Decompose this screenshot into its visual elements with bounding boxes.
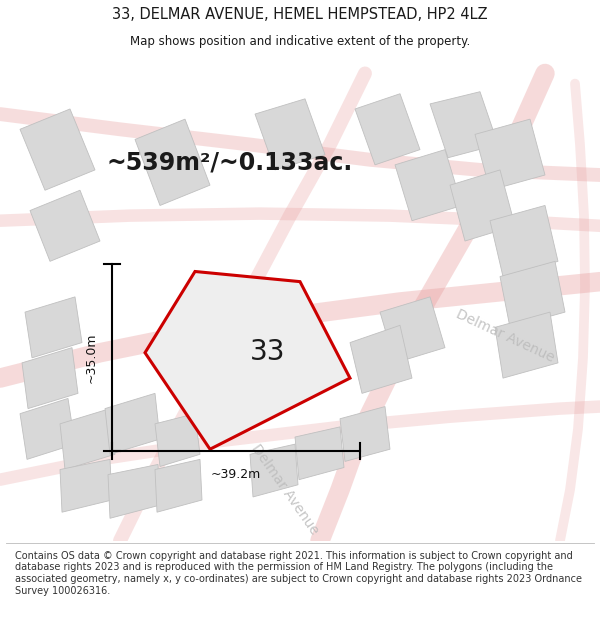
Polygon shape [500, 261, 565, 328]
Polygon shape [250, 444, 298, 497]
Polygon shape [105, 393, 160, 454]
Polygon shape [380, 297, 445, 363]
Text: Delmar Avenue: Delmar Avenue [454, 306, 556, 364]
Polygon shape [30, 190, 100, 261]
Polygon shape [155, 414, 200, 466]
Polygon shape [25, 297, 82, 358]
Polygon shape [430, 92, 498, 158]
Text: 33: 33 [250, 338, 286, 366]
Text: ~35.0m: ~35.0m [85, 332, 98, 383]
Text: ~539m²/~0.133ac.: ~539m²/~0.133ac. [107, 151, 353, 175]
Polygon shape [395, 149, 462, 221]
Text: 33, DELMAR AVENUE, HEMEL HEMPSTEAD, HP2 4LZ: 33, DELMAR AVENUE, HEMEL HEMPSTEAD, HP2 … [112, 8, 488, 22]
Polygon shape [60, 459, 112, 512]
Text: Contains OS data © Crown copyright and database right 2021. This information is : Contains OS data © Crown copyright and d… [15, 551, 582, 596]
Text: Map shows position and indicative extent of the property.: Map shows position and indicative extent… [130, 35, 470, 48]
Polygon shape [340, 406, 390, 461]
Polygon shape [355, 94, 420, 165]
Polygon shape [495, 312, 558, 378]
Polygon shape [108, 464, 160, 518]
Polygon shape [155, 459, 202, 512]
Polygon shape [135, 119, 210, 206]
Polygon shape [20, 109, 95, 190]
Polygon shape [60, 409, 115, 469]
Polygon shape [450, 170, 515, 241]
Text: ~39.2m: ~39.2m [211, 468, 261, 481]
Text: Delmar Avenue: Delmar Avenue [248, 442, 322, 538]
Polygon shape [145, 271, 350, 449]
Polygon shape [295, 427, 344, 480]
Polygon shape [255, 99, 325, 170]
Polygon shape [22, 348, 78, 409]
Polygon shape [475, 119, 545, 190]
Polygon shape [490, 206, 558, 276]
Polygon shape [20, 399, 75, 459]
Polygon shape [350, 325, 412, 393]
